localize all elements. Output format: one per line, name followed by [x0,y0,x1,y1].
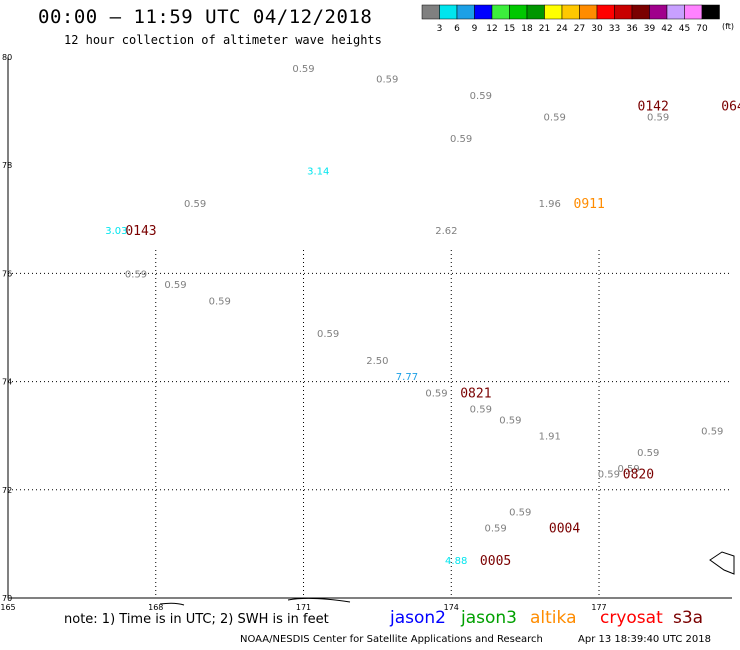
footer-note: note: 1) Time is in UTC; 2) SWH is in fe… [64,612,329,627]
pass-time-label: 0005 [480,554,511,569]
color-bin [701,4,720,20]
wave-height-label: 4.88 [445,556,467,567]
satellite-legend-altika: altika [530,608,577,628]
color-bin-label: 42 [661,24,672,34]
color-bin-label: 21 [539,24,550,34]
y-tick-label: 78 [2,161,12,170]
chart-subtitle: 12 hour collection of altimeter wave hei… [64,33,382,47]
color-bin-label: 24 [556,24,568,34]
x-tick-label: 171 [296,603,311,612]
x-tick-label: 177 [591,603,606,612]
wave-height-label: 0.59 [598,470,620,481]
color-bin-label: 39 [644,24,656,34]
wave-height-label: 0.59 [376,75,398,86]
wave-height-label: 0.59 [637,448,659,459]
wave-height-label: 0.59 [317,329,339,340]
wave-height-label: 0.59 [125,269,147,280]
satellite-legend-cryosat: cryosat [600,608,663,628]
wave-height-label: 0.59 [544,113,566,124]
pass-time-label: 0142 [638,100,669,115]
wave-height-label: 2.62 [435,226,457,237]
wave-height-label: 0.59 [209,296,231,307]
coastline [287,597,351,603]
y-tick-label: 74 [2,378,12,387]
wave-height-label: 0.59 [425,388,447,399]
pass-time-label: 0911 [574,197,605,212]
satellite-legend-jason2: jason2 [390,608,446,628]
wave-height-label: 2.50 [366,356,388,367]
chart-title: 00:00 – 11:59 UTC 04/12/2018 [38,6,373,28]
wave-height-label: 0.59 [499,415,521,426]
pass-time-label: 0642 [721,100,740,115]
y-tick-label: 80 [2,53,12,62]
x-tick-label: 165 [0,603,15,612]
wave-height-label: 0.59 [164,280,186,291]
pass-time-label: 0004 [549,522,580,537]
satellite-legend-s3a: s3a [673,608,704,628]
color-bin-label: 27 [574,24,585,34]
color-bin-label: 6 [454,24,460,34]
y-tick-label: 76 [2,269,12,278]
coastline [709,551,735,575]
wave-height-label: 0.59 [617,464,639,475]
color-bin-label: 15 [504,24,515,34]
wave-height-label: 0.59 [470,405,492,416]
color-bin-label: 3 [437,24,443,34]
wave-height-label: 1.91 [539,432,561,443]
wave-height-label: 3.14 [307,167,329,178]
color-bin-label: 9 [472,24,478,34]
footer-timestamp: Apr 13 18:39:40 UTC 2018 [578,634,711,645]
color-bin-label: 30 [591,24,603,34]
y-tick-label: 70 [2,594,12,603]
x-tick-label: 168 [148,603,163,612]
pass-time-label: 0820 [623,468,654,483]
color-scale-unit: (ft) [722,22,735,31]
wave-height-label: 3.03 [105,226,127,237]
coastline [159,602,185,606]
y-tick-label: 72 [2,486,12,495]
color-bin-label: 12 [486,24,497,34]
footer-credit: NOAA/NESDIS Center for Satellite Applica… [240,634,543,645]
color-bin-label: 18 [521,24,533,34]
color-bin-label: 70 [696,24,708,34]
wave-height-label: 7.77 [396,372,418,383]
wave-height-label: 0.59 [470,91,492,102]
wave-height-label: 1.96 [539,199,561,210]
color-bin-label: 45 [679,24,690,34]
wave-height-label: 0.59 [484,524,506,535]
color-scale-legend: 3 6 9 12 15 18 21 24 27 30 33 36 39 42 45 70 [421,4,720,34]
pass-time-label: 0821 [460,386,491,401]
satellite-legend-jason3: jason3 [461,608,517,628]
wave-height-label: 0.59 [509,507,531,518]
wave-height-label: 0.59 [450,134,472,145]
x-tick-label: 174 [444,603,459,612]
wave-height-label: 0.59 [647,113,669,124]
wave-height-label: 0.59 [292,64,314,75]
pass-time-label: 0143 [125,224,156,239]
color-bin-label: 36 [626,24,638,34]
color-bin-label: 33 [609,24,620,34]
wave-height-label: 0.59 [184,199,206,210]
wave-height-label: 0.59 [701,426,723,437]
